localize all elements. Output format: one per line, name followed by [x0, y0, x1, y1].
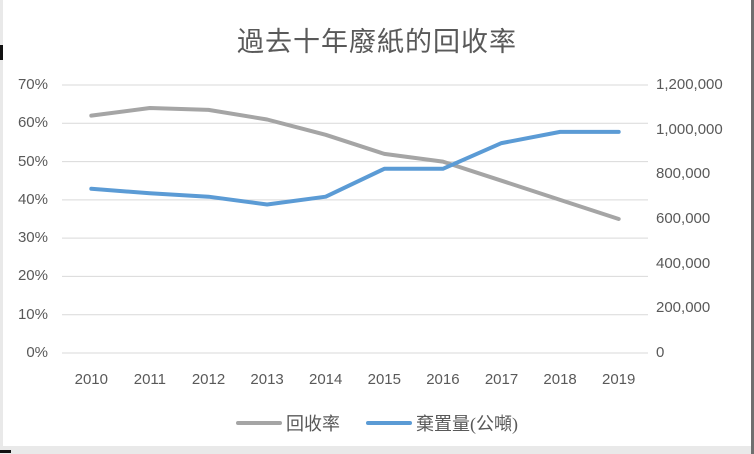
legend-line-swatch-recovery-icon	[236, 421, 282, 425]
screen-artifact-corner	[0, 450, 11, 453]
window-edge-bottom	[0, 446, 754, 454]
chart-legend: 回收率 棄置量(公噸)	[0, 406, 754, 440]
y-axis-right-tick-label: 0	[656, 344, 665, 361]
y-axis-left-tick-label: 50%	[17, 152, 48, 170]
y-axis-right-tick-label: 200,000	[656, 299, 711, 317]
x-axis-tick-label: 2018	[543, 371, 577, 388]
x-axis-tick-label: 2012	[191, 371, 226, 388]
y-axis-right-tick-label: 1,000,000	[656, 120, 723, 138]
x-axis-tick-label: 2019	[602, 371, 636, 388]
y-axis-left-tick-label: 70%	[17, 76, 48, 93]
y-axis-left-tick-label: 60%	[17, 114, 48, 132]
y-axis-left-tick-label: 10%	[17, 305, 48, 323]
window-edge-right	[751, 0, 754, 454]
series-line-recovery-rate	[89, 106, 621, 221]
y-axis-right-tick-label: 1,200,000	[656, 76, 723, 93]
y-axis-right-tick-label: 800,000	[656, 165, 711, 183]
y-axis-right-tick-label: 400,000	[656, 254, 711, 272]
y-axis-left-tick-label: 30%	[17, 229, 48, 247]
x-axis-tick-label: 2016	[426, 371, 460, 388]
legend-label-recovery-rate: 回收率	[286, 414, 340, 434]
x-axis-tick-label: 2013	[250, 371, 284, 388]
legend-item-recovery-rate: 回收率	[236, 410, 340, 436]
x-axis-tick-label: 2011	[133, 371, 167, 388]
legend-label-disposal-quantity: 棄置量(公噸)	[416, 414, 518, 434]
window-edge-left	[0, 0, 3, 454]
x-axis-tick-label: 2010	[74, 371, 108, 388]
y-axis-right-tick-label: 600,000	[656, 210, 711, 227]
y-axis-left-tick-label: 0%	[26, 344, 48, 361]
chart-title: 過去十年廢紙的回收率	[237, 27, 517, 57]
x-axis-tick-label: 2015	[367, 371, 401, 388]
x-axis-tick-label: 2014	[309, 371, 343, 388]
legend-item-disposal-quantity: 棄置量(公噸)	[366, 410, 518, 436]
series-line-disposal-quantity	[89, 129, 621, 207]
screen-artifact-left	[0, 45, 3, 60]
legend-line-swatch-disposal-icon	[366, 421, 412, 425]
y-axis-left-tick-label: 20%	[17, 267, 48, 285]
y-axis-left-tick-label: 40%	[17, 190, 48, 208]
x-axis-tick-label: 2017	[484, 371, 519, 388]
